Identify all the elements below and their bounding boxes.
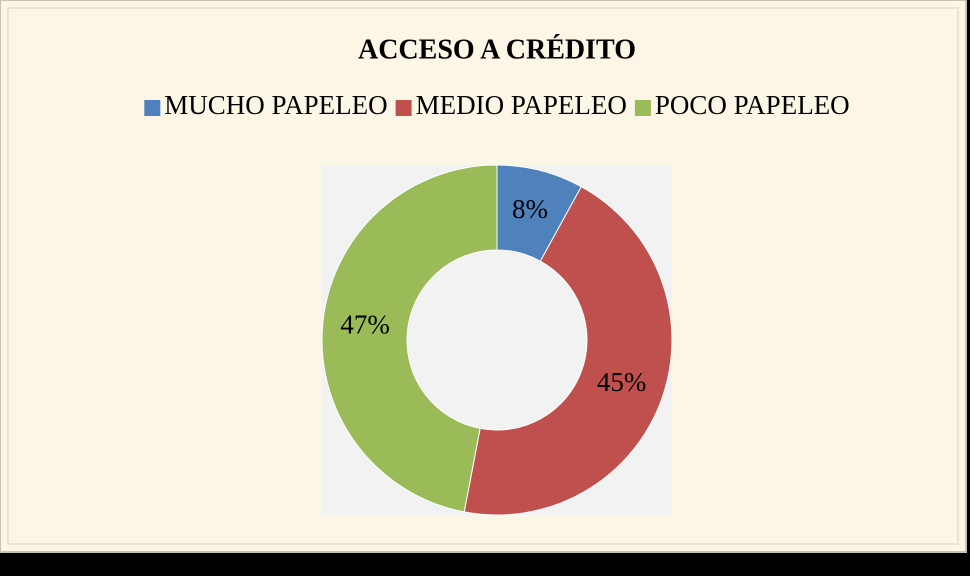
data-label: 45% xyxy=(597,367,647,397)
donut-segment xyxy=(321,164,498,513)
legend-label: MEDIO PAPELEO xyxy=(416,90,627,120)
legend-swatch xyxy=(144,100,161,116)
donut-segment xyxy=(463,185,673,516)
legend-label: POCO PAPELEO xyxy=(655,90,850,120)
chart-title: ACCESO A CRÉDITO xyxy=(358,34,636,65)
legend-label: MUCHO PAPELEO xyxy=(164,90,387,120)
data-label: 8% xyxy=(512,194,548,224)
data-label: 47% xyxy=(340,310,390,340)
legend-swatch xyxy=(395,100,412,116)
legend: MUCHO PAPELEO MEDIO PAPELEO POCO PAPELEO xyxy=(144,90,850,120)
legend-swatch xyxy=(634,100,651,116)
donut: 8% 45% 47% xyxy=(321,164,673,516)
panel-inner-border xyxy=(7,7,959,545)
